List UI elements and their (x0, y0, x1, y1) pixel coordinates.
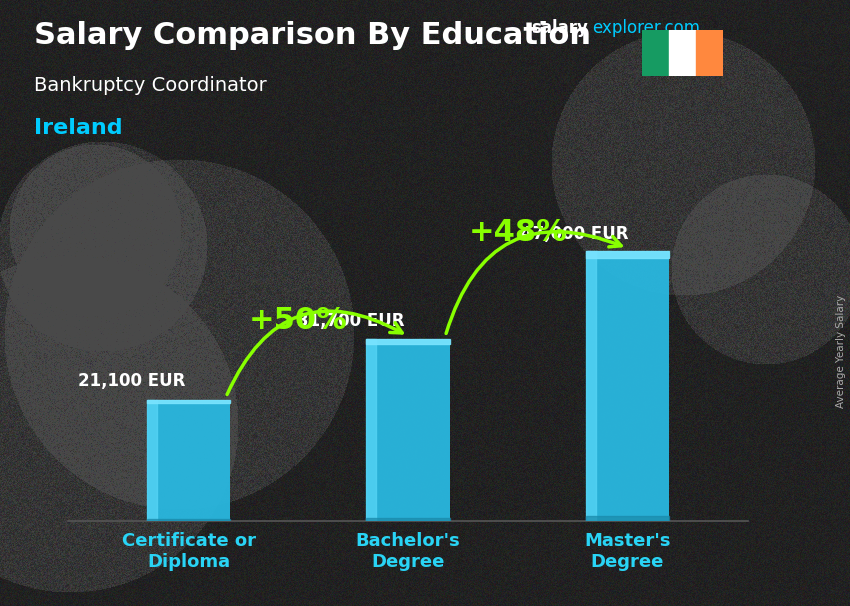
Bar (366, 339, 377, 521)
Bar (147, 400, 230, 521)
Bar (586, 251, 596, 521)
Text: 21,100 EUR: 21,100 EUR (78, 371, 185, 390)
Text: salary: salary (531, 19, 588, 38)
Bar (366, 339, 450, 521)
Text: Ireland: Ireland (34, 118, 122, 138)
Bar (586, 516, 669, 521)
Bar (147, 400, 230, 403)
Bar (642, 30, 669, 76)
Text: Bankruptcy Coordinator: Bankruptcy Coordinator (34, 76, 267, 95)
Text: 47,000 EUR: 47,000 EUR (521, 225, 628, 243)
Bar (147, 400, 157, 521)
Text: Salary Comparison By Education: Salary Comparison By Education (34, 21, 591, 50)
Text: +50%: +50% (249, 306, 348, 335)
Bar (586, 251, 669, 521)
Text: Average Yearly Salary: Average Yearly Salary (836, 295, 846, 408)
Text: 31,700 EUR: 31,700 EUR (298, 312, 405, 330)
Bar (669, 30, 695, 76)
Text: explorer.com: explorer.com (592, 19, 700, 38)
Bar (586, 251, 669, 258)
Bar (366, 339, 450, 344)
Text: +48%: +48% (468, 218, 567, 247)
Bar (147, 519, 230, 521)
Bar (366, 518, 450, 521)
Bar (695, 30, 722, 76)
